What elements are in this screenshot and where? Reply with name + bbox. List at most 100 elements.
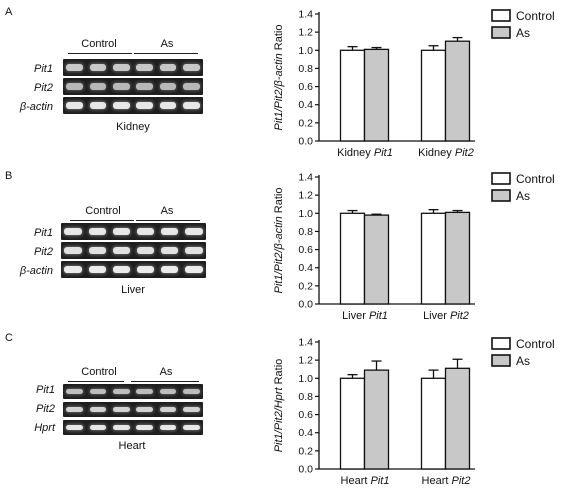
legend-swatch	[491, 354, 511, 367]
x-tick-label: Heart Pit2	[422, 475, 471, 487]
gel-band	[159, 83, 177, 90]
gel-group-line-as	[134, 53, 198, 54]
gel-strip	[63, 402, 203, 417]
gel-band	[88, 228, 106, 235]
x-tick-label: Heart Pit1	[341, 475, 390, 487]
gel-band	[159, 64, 177, 71]
gel-strip	[63, 384, 203, 399]
gel-band	[64, 228, 82, 235]
gel-band	[136, 266, 155, 273]
panel-letter-b: B	[5, 170, 13, 182]
y-tick-label: 1.0	[298, 208, 313, 220]
y-tick-label: 1.0	[298, 45, 313, 57]
y-tick-label: 0.6	[298, 81, 313, 93]
legend-label: As	[516, 189, 530, 203]
gel-strip	[63, 97, 203, 114]
bar	[339, 212, 366, 305]
y-tick-label: 1.4	[298, 172, 313, 184]
gel-band	[182, 102, 200, 109]
tissue-label: Liver	[121, 284, 145, 296]
gel-band	[89, 102, 107, 109]
gel-band	[89, 424, 107, 431]
gel-group-line-control	[68, 53, 132, 54]
gel-band	[112, 247, 131, 254]
bar	[444, 211, 471, 305]
gel-band	[88, 266, 106, 273]
gel-band	[112, 64, 130, 71]
gel-band	[112, 388, 130, 395]
bar	[420, 212, 447, 305]
gel-band	[159, 388, 177, 395]
gel-band	[136, 102, 154, 109]
gel-band	[66, 424, 84, 431]
gel-band	[66, 406, 84, 413]
gel-band	[66, 388, 84, 395]
gel-group-control: Control	[81, 38, 117, 50]
gel-band	[161, 228, 179, 235]
gel-band	[182, 83, 200, 90]
bar	[444, 367, 471, 470]
gel-row-label: Pit2	[34, 246, 53, 258]
gel-band	[66, 83, 84, 90]
gel-row-label: Hprt	[34, 422, 55, 434]
legend-swatch	[491, 172, 511, 185]
legend-swatch	[491, 337, 511, 350]
gel-band	[159, 406, 177, 413]
gel-row-label: Pit1	[34, 227, 53, 239]
gel-band	[136, 228, 155, 235]
legend-label: As	[516, 26, 530, 40]
gel-band	[112, 102, 130, 109]
x-tick-label: Liver Pit2	[423, 310, 469, 322]
gel-band	[112, 424, 130, 431]
gel-group-control: Control	[81, 366, 117, 378]
bar	[363, 48, 390, 142]
gel-group-line-control	[68, 381, 124, 382]
gel-band	[88, 247, 106, 254]
y-tick-label: 0.2	[298, 117, 313, 129]
bar-chart-a: 0.0 0.2 0.4 0.6 0.8 1.0 1.2 1.4 Pit1/Pit2/β-acti…	[273, 9, 555, 160]
x-tick-label: Kidney Pit2	[418, 147, 474, 159]
legend-label: As	[516, 354, 530, 368]
gel-band	[182, 406, 200, 413]
gel-group-control: Control	[85, 205, 121, 217]
y-tick-label: 1.4	[298, 9, 313, 21]
gel-band	[112, 228, 131, 235]
bar	[420, 377, 447, 470]
y-tick-label: 0.6	[298, 409, 313, 421]
gel-band	[112, 266, 131, 273]
bar-chart-c: 0.0 0.2 0.4 0.6 0.8 1.0 1.2 1.4 Pit1/Pit2/Hprt R…	[273, 337, 555, 488]
y-tick-label: 0.8	[298, 63, 313, 75]
gel-band	[112, 83, 130, 90]
gel-group-as: As	[160, 38, 174, 50]
gel-row-label: Pit2	[34, 82, 53, 94]
gel-strip	[63, 59, 203, 76]
gel-band	[136, 64, 154, 71]
legend-label: Control	[516, 337, 555, 351]
y-tick-label: 0.4	[298, 99, 313, 111]
gel-strip	[63, 420, 203, 435]
gel-band	[185, 228, 203, 235]
bar-chart-b: 0.0 0.2 0.4 0.6 0.8 1.0 1.2 1.4 Pit1/Pit2/β-acti…	[273, 172, 555, 323]
gel-band	[159, 102, 177, 109]
gel-band	[112, 406, 130, 413]
x-tick-label: Liver Pit1	[342, 310, 388, 322]
gel-band	[182, 64, 200, 71]
gel-band	[66, 102, 84, 109]
gel-strip	[61, 242, 206, 259]
gel-group-as: As	[159, 366, 173, 378]
y-tick-label: 1.4	[298, 337, 313, 349]
panel-letter-a: A	[5, 6, 13, 18]
y-axis-label: Pit1/Pit2/Hprt Ratio	[273, 359, 285, 453]
bar	[339, 377, 366, 470]
gel-strip	[61, 223, 206, 240]
legend-swatch	[491, 26, 511, 39]
panel-letter-c: C	[5, 332, 13, 344]
y-tick-label: 0.0	[298, 136, 313, 148]
gel-band	[159, 424, 177, 431]
gel-band	[89, 64, 107, 71]
x-tick-label: Kidney Pit1	[337, 147, 393, 159]
y-axis-label: Pit1/Pit2/β-actin Ratio	[273, 188, 285, 294]
gel-band	[66, 64, 84, 71]
gel-row-label: β-actin	[19, 101, 53, 113]
bar	[363, 369, 390, 470]
